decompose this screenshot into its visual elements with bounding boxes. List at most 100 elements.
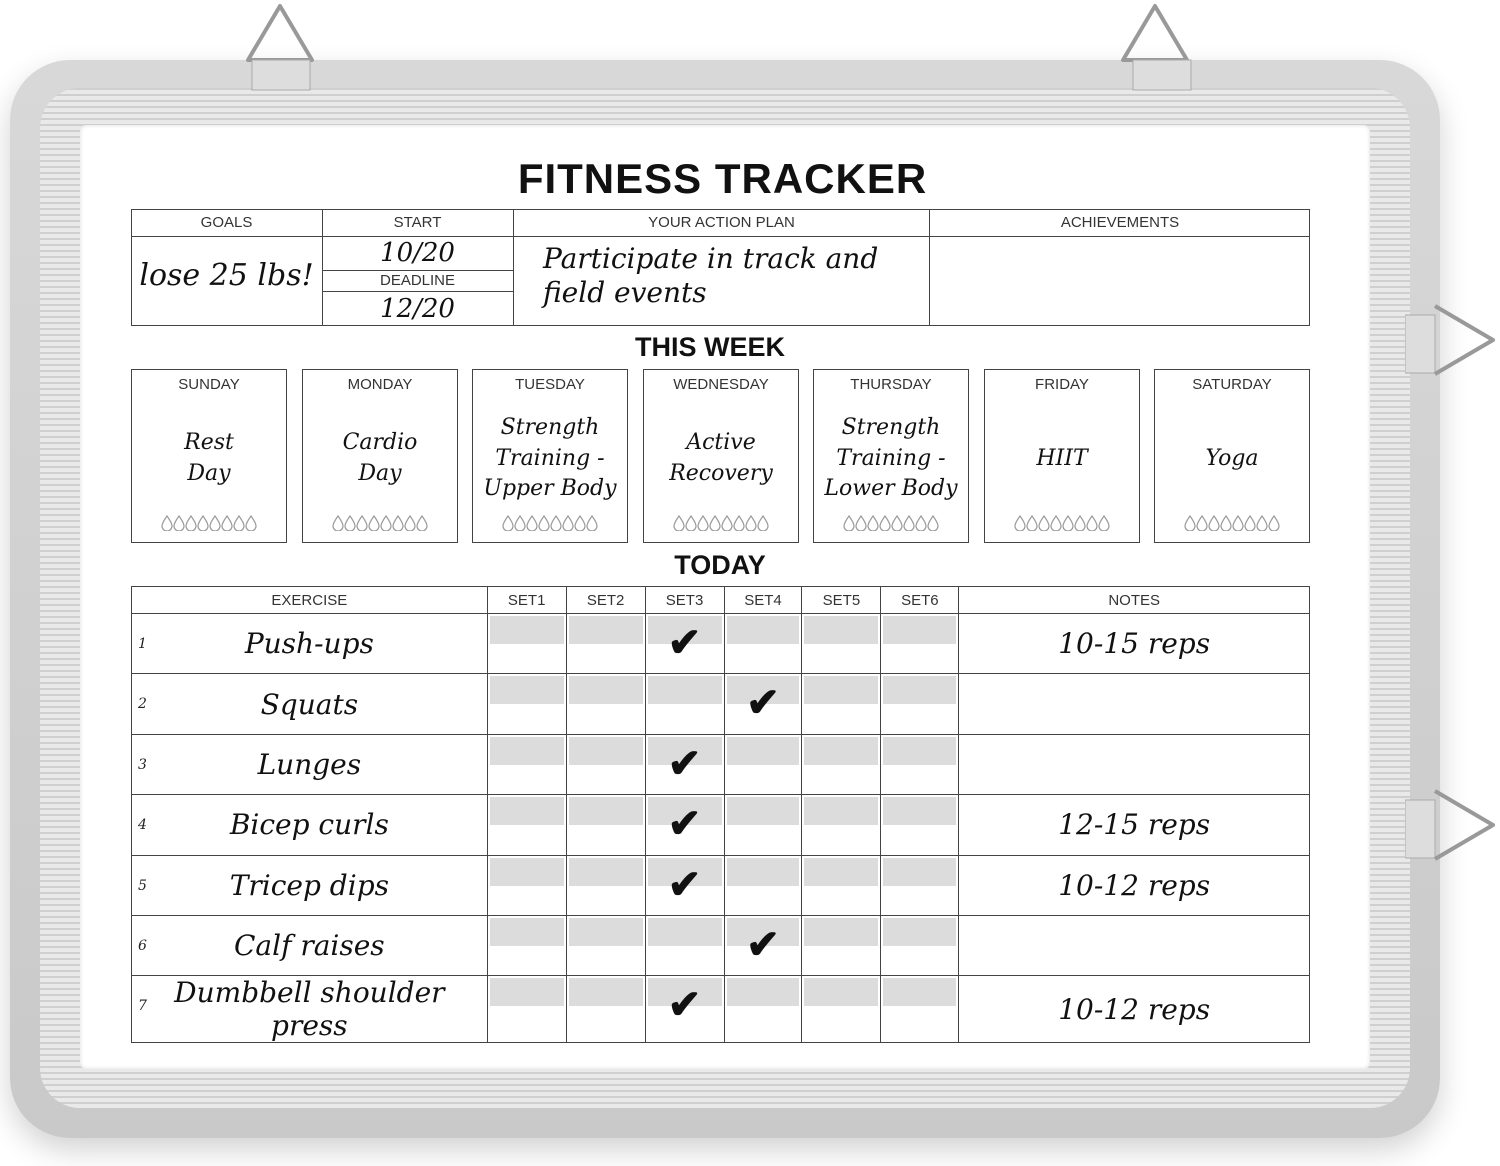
water-drop-icon[interactable] [697,514,709,532]
notes-cell[interactable] [958,914,1310,977]
water-drop-icon[interactable] [1220,514,1232,532]
water-drop-icon[interactable] [245,514,257,532]
notes-cell[interactable] [958,733,1310,796]
exercise-cell[interactable]: 5 Tricep dips [131,854,488,916]
day-activity[interactable]: Active Recovery [669,430,773,486]
exercise-cell[interactable]: 6 Calf raises [131,914,488,977]
water-drop-icon[interactable] [673,514,685,532]
water-drop-icon[interactable] [1062,514,1074,532]
exercise-cell[interactable]: 7 Dumbbell shoulder press [131,975,488,1044]
water-drop-icon[interactable] [915,514,927,532]
water-drop-icon[interactable] [1086,514,1098,532]
set-cell[interactable] [723,733,803,796]
water-drop-icon[interactable] [685,514,697,532]
water-drop-icon[interactable] [586,514,598,532]
set-cell[interactable] [880,612,960,675]
set-cell[interactable] [486,673,567,735]
action-plan-value[interactable]: Participate in track and field events [543,242,879,309]
water-drop-icon[interactable] [392,514,404,532]
set-cell[interactable] [723,975,803,1044]
set-cell[interactable] [565,612,646,675]
water-drop-icon[interactable] [1026,514,1038,532]
water-drop-icon[interactable] [1050,514,1062,532]
set-cell[interactable] [644,914,725,977]
notes-cell[interactable]: 10-12 reps [958,854,1310,916]
set-cell[interactable] [565,673,646,735]
water-drop-icon[interactable] [574,514,586,532]
day-activity[interactable]: Cardio Day [342,430,418,486]
set-cell[interactable] [565,794,646,856]
set-cell[interactable] [486,854,567,916]
set-cell[interactable] [486,794,567,856]
notes-cell[interactable] [958,673,1310,735]
set-cell[interactable] [801,975,882,1044]
water-drop-icon[interactable] [173,514,185,532]
water-drops-icon[interactable] [814,514,968,536]
water-drop-icon[interactable] [416,514,428,532]
water-drop-icon[interactable] [526,514,538,532]
set-cell[interactable] [486,975,567,1044]
water-drop-icon[interactable] [209,514,221,532]
water-drop-icon[interactable] [1098,514,1110,532]
set-cell[interactable] [801,794,882,856]
water-drop-icon[interactable] [733,514,745,532]
water-drop-icon[interactable] [161,514,173,532]
water-drop-icon[interactable] [356,514,368,532]
start-value[interactable]: 10/20 [380,238,455,268]
set-cell[interactable]: ✔ [644,733,725,796]
water-drop-icon[interactable] [1232,514,1244,532]
day-activity[interactable]: Strength Training - Lower Body [824,414,958,502]
water-drop-icon[interactable] [185,514,197,532]
set-cell[interactable] [801,673,882,735]
water-drop-icon[interactable] [562,514,574,532]
exercise-cell[interactable]: 3 Lunges [131,733,488,796]
set-cell[interactable] [486,914,567,977]
water-drops-icon[interactable] [473,514,627,536]
water-drop-icon[interactable] [1244,514,1256,532]
exercise-cell[interactable]: 1 Push-ups [131,612,488,675]
set-cell[interactable]: ✔ [723,914,803,977]
water-drops-icon[interactable] [132,514,286,536]
day-activity[interactable]: HIIT [1036,445,1088,471]
day-activity[interactable]: Rest Day [184,430,234,486]
set-cell[interactable]: ✔ [644,854,725,916]
set-cell[interactable] [723,854,803,916]
exercise-cell[interactable]: 4 Bicep curls [131,794,488,856]
water-drop-icon[interactable] [721,514,733,532]
water-drop-icon[interactable] [855,514,867,532]
set-cell[interactable] [486,733,567,796]
exercise-cell[interactable]: 2 Squats [131,673,488,735]
water-drop-icon[interactable] [1014,514,1026,532]
water-drop-icon[interactable] [709,514,721,532]
set-cell[interactable] [801,612,882,675]
set-cell[interactable] [486,612,567,675]
set-cell[interactable] [723,794,803,856]
set-cell[interactable] [565,975,646,1044]
set-cell[interactable] [801,733,882,796]
set-cell[interactable] [880,854,960,916]
set-cell[interactable] [880,794,960,856]
water-drop-icon[interactable] [1038,514,1050,532]
water-drops-icon[interactable] [985,514,1139,536]
set-cell[interactable] [880,914,960,977]
water-drop-icon[interactable] [344,514,356,532]
water-drop-icon[interactable] [514,514,526,532]
water-drop-icon[interactable] [197,514,209,532]
water-drops-icon[interactable] [1155,514,1309,536]
water-drops-icon[interactable] [644,514,798,536]
water-drop-icon[interactable] [867,514,879,532]
water-drop-icon[interactable] [1256,514,1268,532]
water-drop-icon[interactable] [903,514,915,532]
water-drop-icon[interactable] [538,514,550,532]
set-cell[interactable]: ✔ [644,612,725,675]
set-cell[interactable] [880,975,960,1044]
set-cell[interactable] [880,673,960,735]
water-drop-icon[interactable] [1196,514,1208,532]
set-cell[interactable] [801,914,882,977]
deadline-value[interactable]: 12/20 [380,294,455,324]
water-drop-icon[interactable] [221,514,233,532]
day-activity[interactable]: Yoga [1205,445,1259,471]
water-drop-icon[interactable] [233,514,245,532]
water-drop-icon[interactable] [550,514,562,532]
water-drop-icon[interactable] [502,514,514,532]
